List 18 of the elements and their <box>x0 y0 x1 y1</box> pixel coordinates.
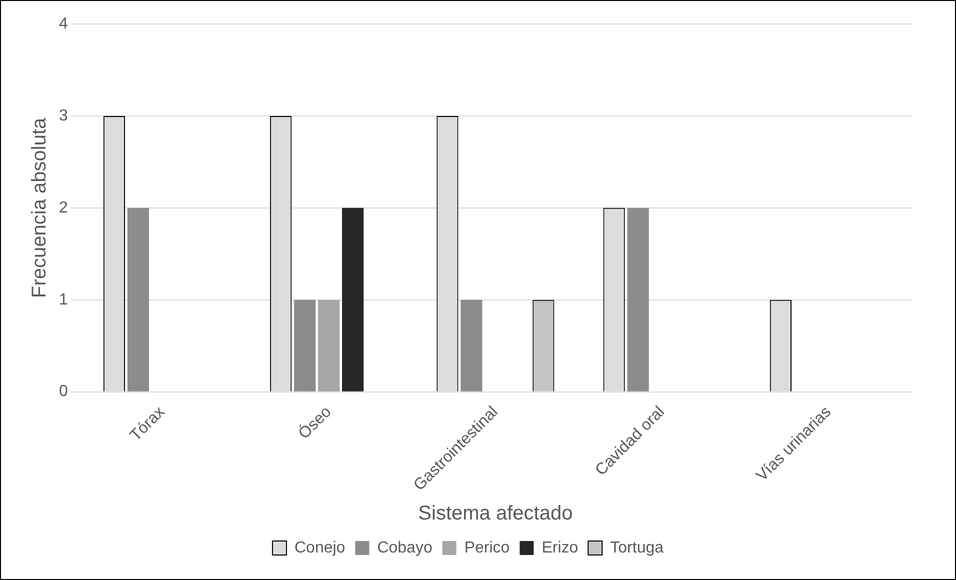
legend-label: Erizo <box>542 539 578 556</box>
legend-label: Conejo <box>294 539 346 556</box>
y-tick-label: 0 <box>58 383 68 400</box>
bar <box>318 300 340 392</box>
y-axis-title: Frecuencia absoluta <box>28 116 51 298</box>
legend-label: Tortuga <box>610 539 664 556</box>
y-tick-label: 2 <box>58 199 68 216</box>
y-tick-label: 3 <box>58 107 68 124</box>
y-tick-label: 4 <box>58 15 68 32</box>
bar <box>627 208 649 392</box>
legend-label: Perico <box>464 539 510 556</box>
bar <box>127 208 150 392</box>
bar <box>342 208 364 392</box>
x-axis-title: Sistema afectado <box>418 502 573 525</box>
legend-label: Cobayo <box>377 539 432 556</box>
y-tick-label: 1 <box>58 291 68 308</box>
bar <box>294 300 316 392</box>
bar <box>460 300 482 392</box>
